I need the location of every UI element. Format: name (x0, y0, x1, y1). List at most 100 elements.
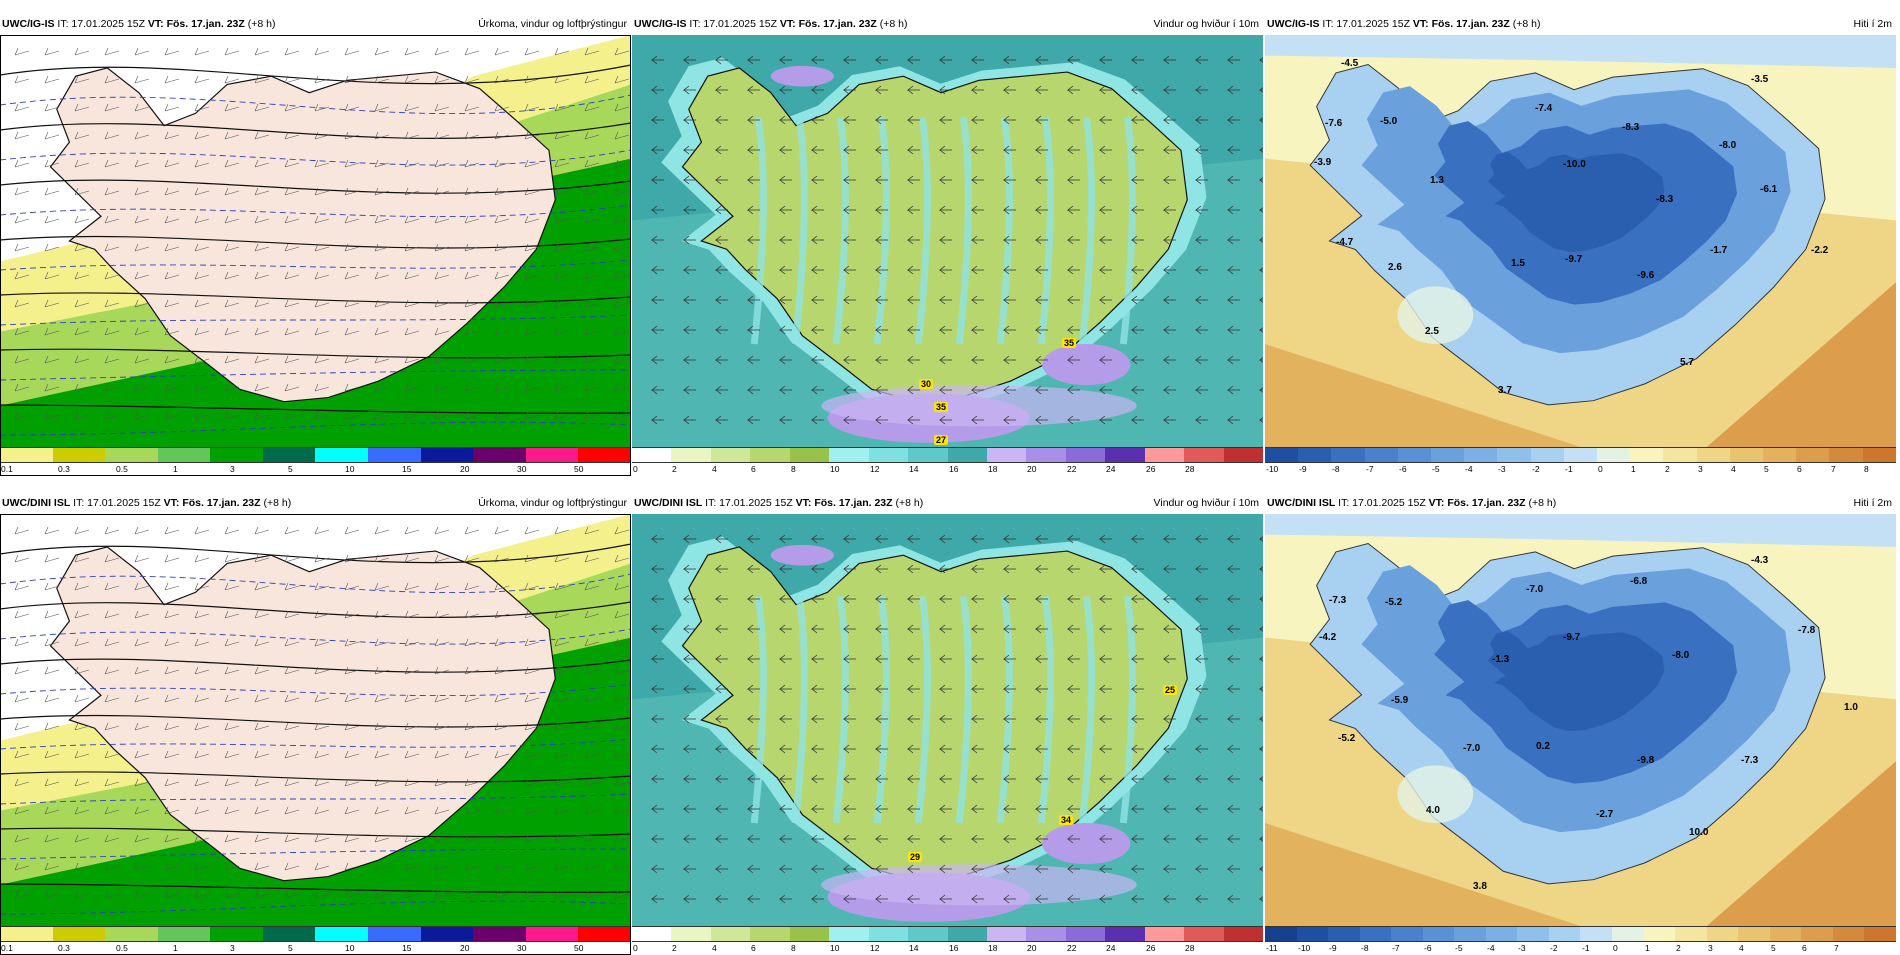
color-scale-swatch (368, 448, 421, 462)
temp-panel-2-3: UWC/DINI ISL IT: 17.01.2025 15Z VT: Fös.… (1265, 492, 1896, 955)
color-scale-tick-label: 10 (830, 464, 840, 474)
map-svg (632, 514, 1263, 926)
gust-value-label: 35 (934, 402, 949, 412)
color-scale-swatch (473, 927, 526, 941)
color-scale-ticks: 0.1 0.3 0.5 1 3 5 10 15 20 30 50 (0, 943, 631, 955)
temperature-value-label: 0.2 (1536, 741, 1550, 752)
temperature-value-label: -1.3 (1492, 654, 1510, 665)
lead-time: (+8 h) (895, 497, 924, 509)
color-scale-tick-label: 1 (173, 464, 178, 474)
issue-time: IT: 17.01.2025 15Z (705, 497, 793, 509)
wind-panel-1-2: UWC/IG-IS IT: 17.01.2025 15Z VT: Fös. 17… (632, 13, 1263, 476)
color-scale-ticks: -11 -10 -9 -8 -7 -6 -5 -4 -3 -2 -1 0 1 2 3 4 5 6 7 (1265, 943, 1896, 955)
map-area: -4.3 -7.3 -5.2 -7.0 -6.8 -7.8 -4.2 -9.7 -8.0 -1.3… (1265, 514, 1896, 926)
temperature-value-label: -5.2 (1385, 597, 1403, 608)
color-scale-swatch (1597, 448, 1631, 462)
color-scale-swatch (1580, 927, 1613, 941)
color-scale-tick-label: 30 (517, 464, 527, 474)
color-scale-swatch (1696, 448, 1730, 462)
color-scale-swatch (1298, 448, 1332, 462)
temperature-value-label: 5.7 (1680, 357, 1694, 368)
color-scale-swatch (52, 448, 106, 462)
color-scale-swatch (0, 927, 53, 941)
issue-time: IT: 17.01.2025 15Z (1338, 497, 1426, 509)
color-scale-swatch (789, 927, 830, 941)
color-scale-tick-label: 6 (751, 464, 756, 474)
color-scale-tick-label: 12 (870, 464, 880, 474)
color-scale-swatch (157, 448, 211, 462)
color-scale-swatch (868, 448, 909, 462)
color-scale-tick-label: 14 (909, 464, 919, 474)
color-scale-tick-label: -1 (1565, 464, 1573, 474)
color-scale-bar (0, 926, 631, 942)
color-scale-tick-label: -10 (1298, 943, 1311, 953)
color-scale-swatch (578, 448, 631, 462)
color-scale-tick-label: 10 (345, 943, 355, 953)
color-scale-swatch (1630, 448, 1664, 462)
color-scale-tick-label: 8 (791, 943, 796, 953)
temperature-value-label: -9.6 (1637, 270, 1655, 281)
precip-panel-2-1: UWC/DINI ISL IT: 17.01.2025 15Z VT: Fös.… (0, 492, 631, 955)
color-scale-swatch (1223, 927, 1263, 941)
color-scale-swatch (0, 448, 53, 462)
color-scale-swatch (1801, 927, 1833, 941)
lead-time: (+8 h) (1528, 497, 1557, 509)
color-scale-swatch (210, 927, 263, 941)
color-scale-tick-label: 4 (1731, 464, 1736, 474)
issue-time: IT: 17.01.2025 15Z (689, 18, 777, 30)
temperature-value-label: 4.0 (1426, 805, 1440, 816)
color-scale-swatch (1265, 448, 1299, 462)
color-scale-tick-label: -3 (1518, 943, 1526, 953)
color-scale-swatch (829, 448, 869, 462)
temperature-value-label: -4.3 (1751, 555, 1769, 566)
color-scale-swatch (1862, 448, 1896, 462)
color-scale-tick-label: 2 (672, 943, 677, 953)
color-scale-tick-label: 0.3 (58, 943, 70, 953)
gust-value-label: 30 (919, 379, 934, 389)
color-scale-swatch (1026, 927, 1066, 941)
panel-title: Hiti í 2m (1853, 497, 1892, 509)
color-scale-swatch (1612, 927, 1644, 941)
map-area: -4.5 -3.5 -7.6 -5.0 -7.4 -8.3 -8.0 -3.9 -10.0 1.3… (1265, 35, 1896, 447)
panel-header: UWC/DINI ISL IT: 17.01.2025 15Z VT: Fös.… (0, 492, 631, 514)
color-scale-tick-label: -7 (1366, 464, 1374, 474)
temperature-value-label: -1.7 (1710, 245, 1728, 256)
color-scale-swatch (420, 448, 474, 462)
color-scale-swatch (315, 927, 369, 941)
map-svg (632, 35, 1263, 447)
color-scale-tick-label: -4 (1465, 464, 1473, 474)
color-scale-swatch (1706, 927, 1739, 941)
panel-header: UWC/DINI ISL IT: 17.01.2025 15Z VT: Fös.… (1265, 492, 1896, 514)
temperature-value-label: -4.2 (1319, 632, 1337, 643)
temperature-value-label: 3.7 (1498, 385, 1512, 396)
color-scale-tick-label: 5 (288, 943, 293, 953)
temperature-value-label: -9.7 (1565, 254, 1583, 265)
color-scale-tick-label: 15 (402, 464, 412, 474)
color-scale-swatch (1675, 927, 1707, 941)
color-scale-bar (0, 447, 631, 463)
color-scale-swatch (368, 927, 421, 941)
color-scale-tick-label: 18 (988, 464, 998, 474)
color-scale-swatch (671, 927, 711, 941)
temperature-value-label: -8.0 (1719, 140, 1737, 151)
color-scale-swatch (157, 927, 211, 941)
color-scale-swatch (1422, 927, 1455, 941)
color-scale-swatch (1223, 448, 1263, 462)
map-area (0, 514, 631, 926)
temperature-value-label: -5.9 (1391, 695, 1409, 706)
color-scale-swatch (1184, 448, 1224, 462)
color-scale-tick-label: 50 (574, 464, 584, 474)
temperature-value-label: -7.0 (1526, 584, 1544, 595)
color-scale-tick-label: -6 (1424, 943, 1432, 953)
valid-time: Fös. 17.jan. 23Z (798, 18, 877, 30)
temperature-value-label: -7.0 (1463, 743, 1481, 754)
color-scale-swatch (1397, 448, 1432, 462)
temperature-value-label: -2.2 (1811, 245, 1829, 256)
gust-value-label: 35 (1062, 338, 1077, 348)
color-scale-swatch (1464, 448, 1498, 462)
model-name: UWC/DINI ISL (1267, 497, 1336, 509)
color-scale-tick-label: 0.5 (116, 464, 128, 474)
color-scale-bar (1265, 926, 1896, 942)
color-scale-swatch (525, 448, 579, 462)
color-scale-swatch (315, 448, 369, 462)
